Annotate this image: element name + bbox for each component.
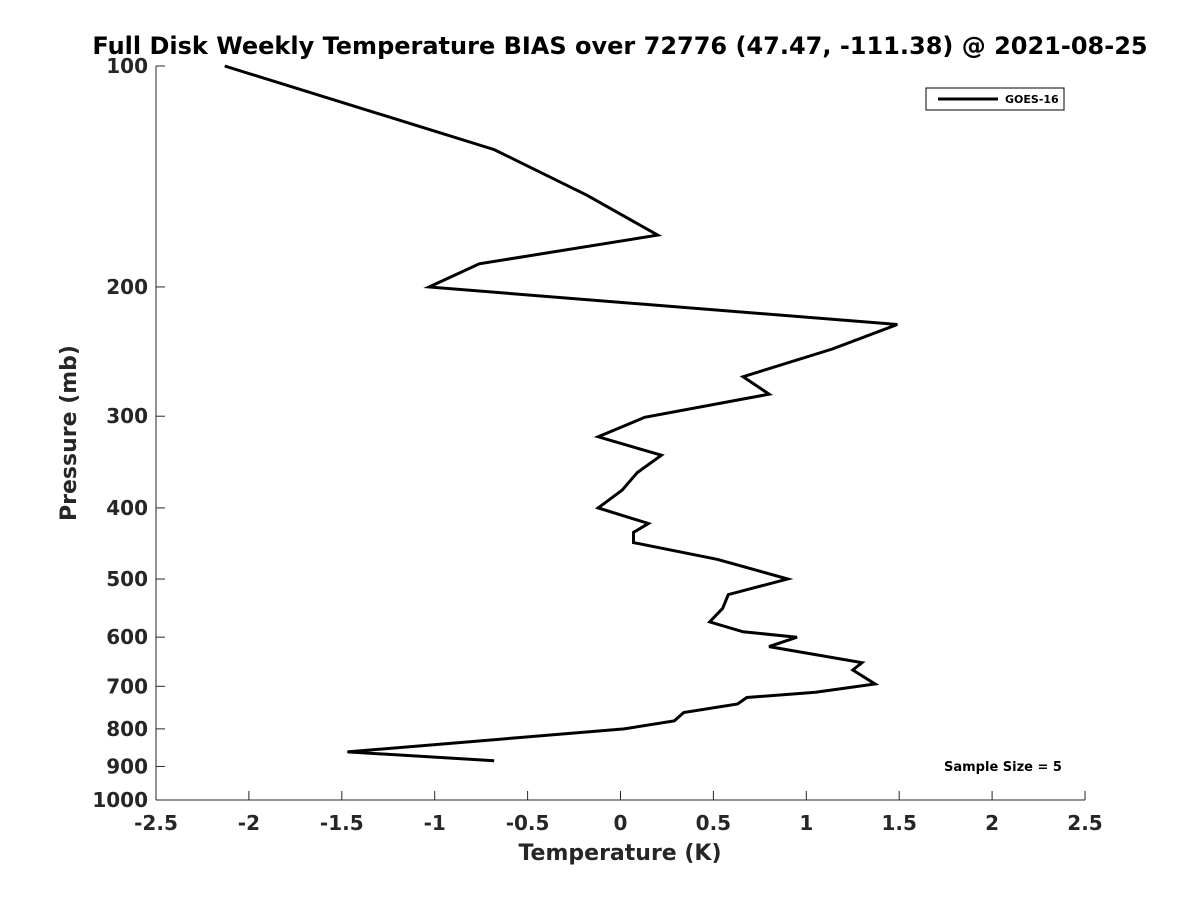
x-tick-label: -1.5 xyxy=(320,811,364,835)
legend-label-goes-16: GOES-16 xyxy=(1005,93,1059,106)
x-tick-label: 2 xyxy=(985,811,999,835)
x-tick-label: -2 xyxy=(238,811,260,835)
x-tick-label: 0 xyxy=(614,811,628,835)
y-tick-label: 1000 xyxy=(92,788,148,812)
series-line-goes-16 xyxy=(224,64,898,763)
plot-area xyxy=(156,66,1085,800)
x-tick-label: -2.5 xyxy=(134,811,178,835)
y-tick-label: 400 xyxy=(106,496,148,520)
x-tick-label: -0.5 xyxy=(506,811,550,835)
y-tick-label: 100 xyxy=(106,54,148,78)
x-tick-label: 2.5 xyxy=(1067,811,1102,835)
y-tick-label: 800 xyxy=(106,717,148,741)
x-tick-label: 1 xyxy=(799,811,813,835)
chart-title: Full Disk Weekly Temperature BIAS over 7… xyxy=(92,32,1147,60)
y-tick-label: 600 xyxy=(106,625,148,649)
x-tick-label: 0.5 xyxy=(696,811,731,835)
y-tick-label: 300 xyxy=(106,404,148,428)
x-tick-label: -1 xyxy=(424,811,446,835)
y-axis-label: Pressure (mb) xyxy=(57,345,82,521)
y-tick-label: 500 xyxy=(106,567,148,591)
sample-size-annotation: Sample Size = 5 xyxy=(944,760,1062,775)
y-axis-ticks: 100 200 300 400 500 600 700 800 900 1000 xyxy=(92,54,165,812)
y-tick-label: 700 xyxy=(106,674,148,698)
x-tick-label: 1.5 xyxy=(881,811,916,835)
y-tick-label: 900 xyxy=(106,754,148,778)
x-axis-label: Temperature (K) xyxy=(518,841,721,866)
y-tick-label: 200 xyxy=(106,275,148,299)
x-axis-ticks: -2.5 -2 -1.5 -1 -0.5 0 0.5 1 1.5 2 2.5 xyxy=(134,791,1103,835)
legend: GOES-16 xyxy=(925,87,1065,111)
series-group xyxy=(224,64,898,763)
